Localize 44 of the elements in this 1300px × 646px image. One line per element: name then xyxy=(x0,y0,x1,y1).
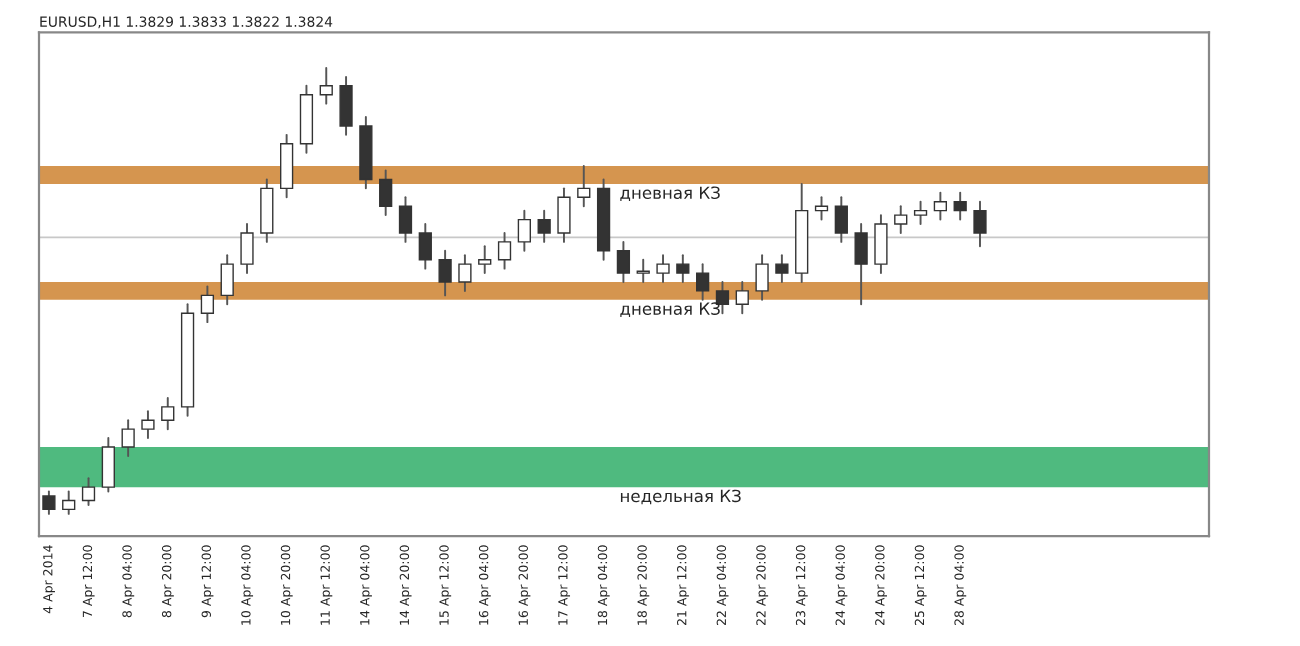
candlestick xyxy=(42,490,56,515)
candlestick xyxy=(497,231,512,270)
candlestick xyxy=(656,254,670,283)
candlestick xyxy=(775,254,789,283)
band-label: недельная КЗ xyxy=(620,489,741,505)
candlestick xyxy=(894,205,908,234)
candlestick xyxy=(636,258,650,283)
candlestick xyxy=(676,254,690,283)
candlestick xyxy=(854,223,868,306)
candlestick xyxy=(933,191,948,221)
candlestick xyxy=(319,67,333,105)
candlestick xyxy=(755,254,769,301)
candlestick xyxy=(62,490,76,515)
candlestick xyxy=(260,178,274,243)
candlestick xyxy=(577,165,591,208)
candlestick xyxy=(81,477,96,506)
candlestick xyxy=(834,196,848,243)
candlestick xyxy=(200,285,215,324)
candlestick xyxy=(339,75,353,136)
candlestick xyxy=(537,209,551,243)
candlestick xyxy=(279,133,294,199)
candlestick xyxy=(121,419,135,457)
candlestick xyxy=(973,200,987,248)
candlestick xyxy=(240,223,254,275)
candlestick xyxy=(557,187,571,243)
candlestick xyxy=(438,249,452,297)
band-label: дневная КЗ xyxy=(620,302,720,318)
candlestick xyxy=(616,240,631,283)
candlestick xyxy=(735,281,749,315)
candlestick xyxy=(953,191,967,221)
band-label: дневная КЗ xyxy=(620,186,720,202)
candlestick xyxy=(161,396,175,431)
candlestick xyxy=(478,245,492,275)
candlestick xyxy=(517,209,531,252)
candlestick xyxy=(458,254,472,292)
candlestick xyxy=(101,437,115,493)
candlestick xyxy=(418,223,432,270)
candlestick xyxy=(913,200,928,226)
candlestick xyxy=(398,196,413,243)
candlestick xyxy=(379,169,393,217)
candlestick xyxy=(874,214,888,275)
candlestick xyxy=(696,263,710,301)
candlestick xyxy=(220,254,234,306)
candlestick xyxy=(141,410,155,440)
